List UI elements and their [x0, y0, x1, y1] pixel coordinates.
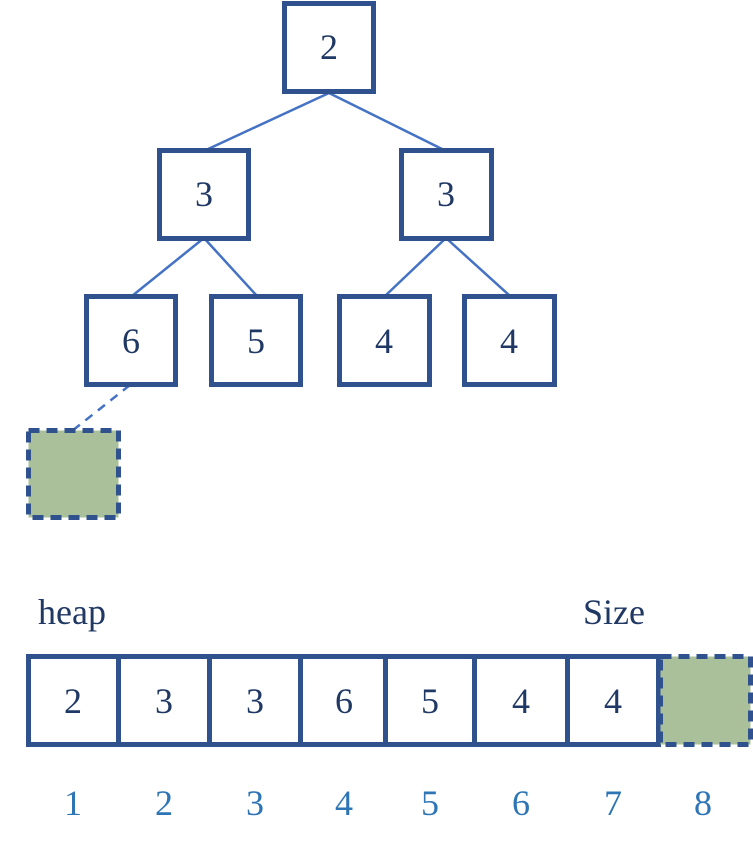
edge-left-leftright: [203, 237, 258, 297]
node-value: 2: [320, 27, 338, 67]
tree-node-left: 3: [157, 148, 251, 241]
edge-root-right: [328, 91, 445, 152]
array-index: 4: [335, 783, 353, 823]
edge-right-rightleft: [384, 237, 447, 297]
tree-node-right-right: 4: [462, 294, 557, 387]
tree-node-left-left: 6: [84, 294, 178, 387]
array-cell-value: 2: [64, 681, 82, 721]
size-label: Size: [583, 592, 645, 632]
edge-root-left: [205, 91, 330, 152]
array-index: 6: [512, 783, 530, 823]
array-index: 8: [694, 783, 712, 823]
edge-new-slot: [71, 384, 131, 432]
node-value: 4: [500, 321, 518, 361]
array-index: 5: [421, 783, 439, 823]
tree-node-right: 3: [399, 148, 494, 241]
array-cell-value: 4: [512, 681, 530, 721]
array-cell-value: 3: [246, 681, 264, 721]
array-cell-value: 4: [604, 681, 622, 721]
tree-node-root: 2: [282, 1, 376, 94]
array-indices: 1 2 3 4 5 6 7 8: [64, 783, 712, 823]
heap-array: 2 3 3 6 5 4 4: [26, 654, 753, 747]
array-new-slot: [658, 654, 753, 747]
node-value: 4: [375, 321, 393, 361]
array-index: 1: [64, 783, 82, 823]
array-index: 2: [155, 783, 173, 823]
node-value: 5: [247, 321, 265, 361]
array-index: 7: [604, 783, 622, 823]
node-value: 3: [195, 174, 213, 214]
array-cell-value: 6: [335, 681, 353, 721]
array-index: 3: [246, 783, 264, 823]
node-value: 3: [437, 174, 455, 214]
tree-edges: [71, 91, 511, 432]
array-cell-value: 5: [421, 681, 439, 721]
heap-label: heap: [38, 592, 106, 632]
edge-right-rightright: [445, 237, 511, 297]
tree-new-slot: [26, 428, 121, 520]
tree-node-right-left: 4: [337, 294, 432, 387]
node-value: 6: [122, 321, 140, 361]
tree-node-left-right: 5: [209, 294, 303, 387]
array-cell-value: 3: [155, 681, 173, 721]
edge-left-leftleft: [131, 237, 205, 297]
